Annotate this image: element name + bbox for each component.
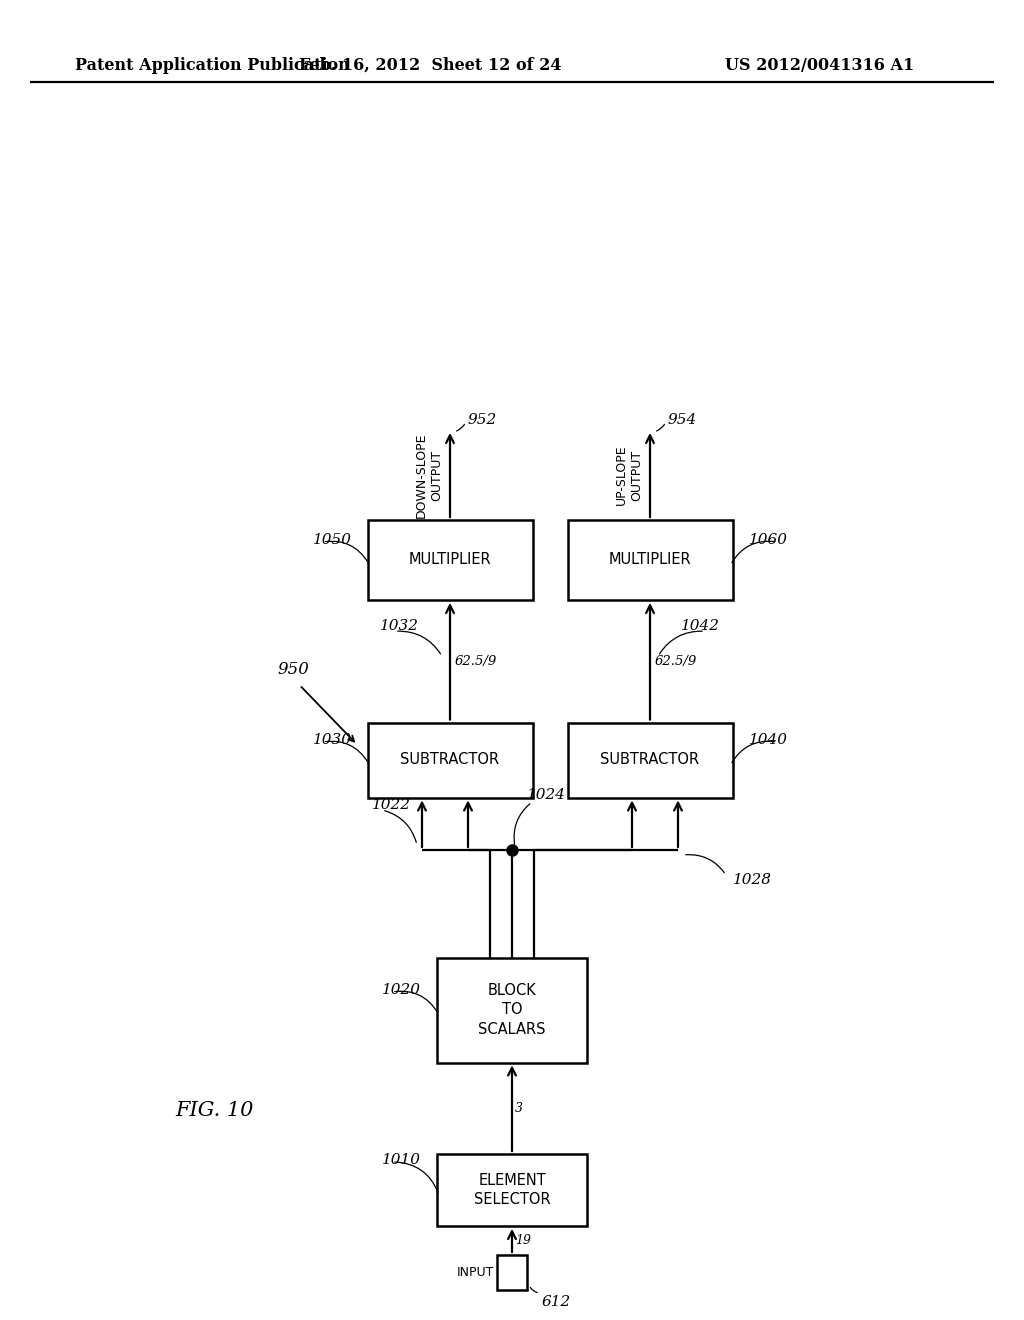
Bar: [368, 520, 532, 601]
Text: 952: 952: [468, 413, 498, 426]
Text: 1060: 1060: [749, 533, 787, 546]
Bar: [567, 520, 732, 601]
Text: FIG. 10: FIG. 10: [175, 1101, 253, 1119]
Text: 62.5/9: 62.5/9: [655, 655, 697, 668]
Text: 1022: 1022: [372, 799, 411, 812]
Text: 1020: 1020: [382, 983, 421, 997]
Text: 1028: 1028: [733, 873, 772, 887]
Text: MULTIPLIER: MULTIPLIER: [608, 553, 691, 568]
Text: 1032: 1032: [380, 619, 419, 634]
Text: Patent Application Publication: Patent Application Publication: [75, 57, 350, 74]
Text: 950: 950: [278, 661, 309, 678]
Text: 612: 612: [542, 1295, 571, 1309]
Bar: [437, 1154, 587, 1226]
Text: 19: 19: [515, 1234, 531, 1247]
Text: 954: 954: [668, 413, 697, 426]
Text: DOWN-SLOPE
OUTPUT: DOWN-SLOPE OUTPUT: [415, 432, 443, 517]
Text: 1030: 1030: [312, 733, 351, 747]
Text: 1042: 1042: [681, 619, 720, 634]
Text: MULTIPLIER: MULTIPLIER: [409, 553, 492, 568]
Bar: [437, 957, 587, 1063]
Text: 1010: 1010: [382, 1152, 421, 1167]
Text: SUBTRACTOR: SUBTRACTOR: [600, 752, 699, 767]
Text: US 2012/0041316 A1: US 2012/0041316 A1: [725, 57, 914, 74]
Bar: [567, 722, 732, 797]
Text: 1040: 1040: [749, 733, 787, 747]
Text: 62.5/9: 62.5/9: [455, 655, 498, 668]
Text: UP-SLOPE
OUTPUT: UP-SLOPE OUTPUT: [615, 445, 643, 506]
Text: 3: 3: [515, 1102, 523, 1115]
Text: ELEMENT
SELECTOR: ELEMENT SELECTOR: [474, 1172, 550, 1208]
Text: BLOCK
TO
SCALARS: BLOCK TO SCALARS: [478, 982, 546, 1038]
Text: SUBTRACTOR: SUBTRACTOR: [400, 752, 500, 767]
Text: 1024: 1024: [527, 788, 566, 803]
Bar: [368, 722, 532, 797]
Text: INPUT: INPUT: [457, 1266, 494, 1279]
Text: Feb. 16, 2012  Sheet 12 of 24: Feb. 16, 2012 Sheet 12 of 24: [299, 57, 561, 74]
Text: 1050: 1050: [312, 533, 351, 546]
Bar: [497, 1255, 527, 1290]
